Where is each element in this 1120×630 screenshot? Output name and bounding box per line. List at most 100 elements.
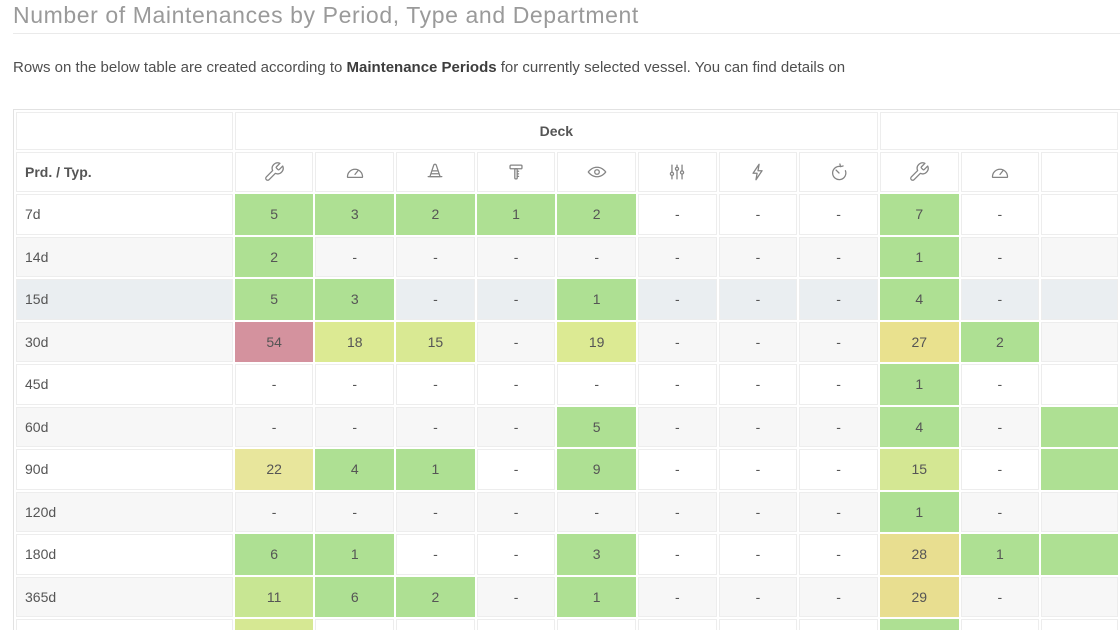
maintenance-count-cell[interactable]: 9 — [557, 449, 636, 490]
maintenance-count-cell[interactable]: 3 — [315, 279, 395, 320]
maintenance-count-cell[interactable]: 22 — [234, 449, 314, 490]
empty-count-cell: - — [638, 321, 717, 362]
type-column-header-6 — [638, 152, 717, 192]
maintenance-count-cell[interactable]: 18 — [315, 321, 395, 362]
maintenance-count-cell[interactable]: 1 — [557, 279, 636, 320]
gauge-icon — [344, 163, 366, 179]
empty-count-cell: - — [315, 236, 395, 277]
maintenance-count-cell[interactable]: 1 — [557, 576, 636, 617]
type-column-header-11 — [1041, 152, 1118, 192]
table-row: 15d 5 3- -1- - -4- — [16, 279, 1118, 320]
maintenance-count-cell[interactable]: 2 — [557, 194, 636, 235]
maintenance-count-cell[interactable] — [1041, 534, 1118, 575]
maintenance-count-cell[interactable]: 2 — [396, 576, 475, 617]
maintenance-count-cell[interactable]: 1 — [396, 449, 475, 490]
maintenance-count-cell[interactable]: 15 — [879, 449, 959, 490]
maintenance-count-cell[interactable]: 29 — [879, 576, 959, 617]
period-row-label — [16, 619, 233, 630]
maintenance-count-cell[interactable] — [1041, 406, 1118, 447]
maintenance-count-cell[interactable]: 19 — [557, 321, 636, 362]
maintenance-count-cell[interactable]: 6 — [315, 576, 395, 617]
maintenance-count-cell[interactable]: 1 — [315, 534, 395, 575]
empty-count-cell: - — [638, 491, 717, 532]
empty-count-cell: - — [234, 406, 314, 447]
description-text-after: for currently selected vessel. You can f… — [496, 59, 846, 76]
empty-count-cell — [1041, 194, 1118, 235]
period-row-label: 90d — [16, 449, 233, 490]
type-column-header-10 — [960, 152, 1040, 192]
empty-count-cell — [1041, 491, 1118, 532]
empty-count-cell: - — [638, 279, 717, 320]
empty-count-cell — [799, 619, 878, 630]
maintenance-count-cell[interactable]: 4 — [315, 449, 395, 490]
maintenance-count-cell[interactable] — [1041, 449, 1118, 490]
maintenance-count-cell[interactable]: 5 — [234, 194, 314, 235]
empty-count-cell: - — [960, 491, 1040, 532]
empty-count-cell — [315, 619, 395, 630]
maintenance-count-cell[interactable]: 1 — [879, 364, 959, 405]
maintenance-count-cell[interactable]: 4 — [879, 279, 959, 320]
period-row-label: 365d — [16, 576, 233, 617]
empty-count-cell: - — [396, 279, 475, 320]
maintenance-count-cell[interactable]: 3 — [557, 534, 636, 575]
empty-count-cell: - — [557, 236, 636, 277]
empty-count-cell: - — [638, 449, 717, 490]
empty-count-cell — [1041, 321, 1118, 362]
empty-count-cell: - — [396, 364, 475, 405]
maintenance-count-cell[interactable]: 3 — [315, 194, 395, 235]
maintenance-count-cell[interactable]: 1 — [476, 194, 556, 235]
maintenance-count-cell[interactable]: 54 — [234, 321, 314, 362]
maintenance-count-cell[interactable]: 2 — [960, 321, 1040, 362]
maintenance-count-cell[interactable]: 7 — [879, 194, 959, 235]
period-row-label: 120d — [16, 491, 233, 532]
maintenance-count-cell[interactable]: 27 — [879, 321, 959, 362]
maintenance-count-cell[interactable] — [234, 619, 314, 630]
empty-count-cell: - — [396, 534, 475, 575]
maintenance-count-cell[interactable]: 6 — [234, 534, 314, 575]
maintenance-count-cell[interactable] — [879, 619, 959, 630]
table-row: 14d 2- - - - - - -1- — [16, 236, 1118, 277]
empty-count-cell: - — [799, 576, 878, 617]
empty-count-cell: - — [476, 236, 556, 277]
empty-count-cell: - — [315, 364, 395, 405]
maintenance-count-cell[interactable]: 1 — [879, 236, 959, 277]
empty-count-cell: - — [718, 534, 798, 575]
empty-count-cell: - — [799, 194, 878, 235]
empty-count-cell: - — [718, 236, 798, 277]
empty-count-cell: - — [718, 364, 798, 405]
empty-count-cell — [1041, 619, 1118, 630]
maintenance-count-cell[interactable]: 2 — [396, 194, 475, 235]
empty-count-cell — [1041, 576, 1118, 617]
empty-count-cell: - — [960, 449, 1040, 490]
maintenance-count-cell[interactable]: 5 — [234, 279, 314, 320]
empty-count-cell — [1041, 364, 1118, 405]
maintenance-count-cell[interactable]: 11 — [234, 576, 314, 617]
table-row: 365d 11 6 2-1- - -29- — [16, 576, 1118, 617]
maintenance-count-cell[interactable]: 5 — [557, 406, 636, 447]
empty-count-cell: - — [960, 406, 1040, 447]
empty-count-cell: - — [799, 236, 878, 277]
empty-count-cell: - — [960, 194, 1040, 235]
title-divider — [13, 33, 1120, 34]
maintenance-count-cell[interactable]: 15 — [396, 321, 475, 362]
table-row: 120d - - - - - - - -1- — [16, 491, 1118, 532]
maintenance-count-cell[interactable]: 2 — [234, 236, 314, 277]
group-header-row: Deck — [16, 112, 1118, 150]
maintenance-count-cell[interactable]: 28 — [879, 534, 959, 575]
empty-count-cell: - — [476, 279, 556, 320]
maintenance-count-cell[interactable]: 4 — [879, 406, 959, 447]
maintenance-count-cell[interactable]: 1 — [960, 534, 1040, 575]
period-row-label: 7d — [16, 194, 233, 235]
eye-icon — [586, 163, 608, 179]
maintenance-count-cell[interactable]: 1 — [879, 491, 959, 532]
description-bold-text: Maintenance Periods — [346, 59, 497, 76]
cone-icon — [424, 163, 446, 179]
empty-count-cell — [718, 619, 798, 630]
empty-count-cell: - — [396, 236, 475, 277]
period-row-label: 30d — [16, 321, 233, 362]
empty-count-cell: - — [638, 534, 717, 575]
description: Rows on the below table are created acco… — [13, 59, 1120, 76]
empty-count-cell: - — [718, 321, 798, 362]
type-column-header-7 — [718, 152, 798, 192]
table-row: 30d 54 18 15-19- - -27 2 — [16, 321, 1118, 362]
